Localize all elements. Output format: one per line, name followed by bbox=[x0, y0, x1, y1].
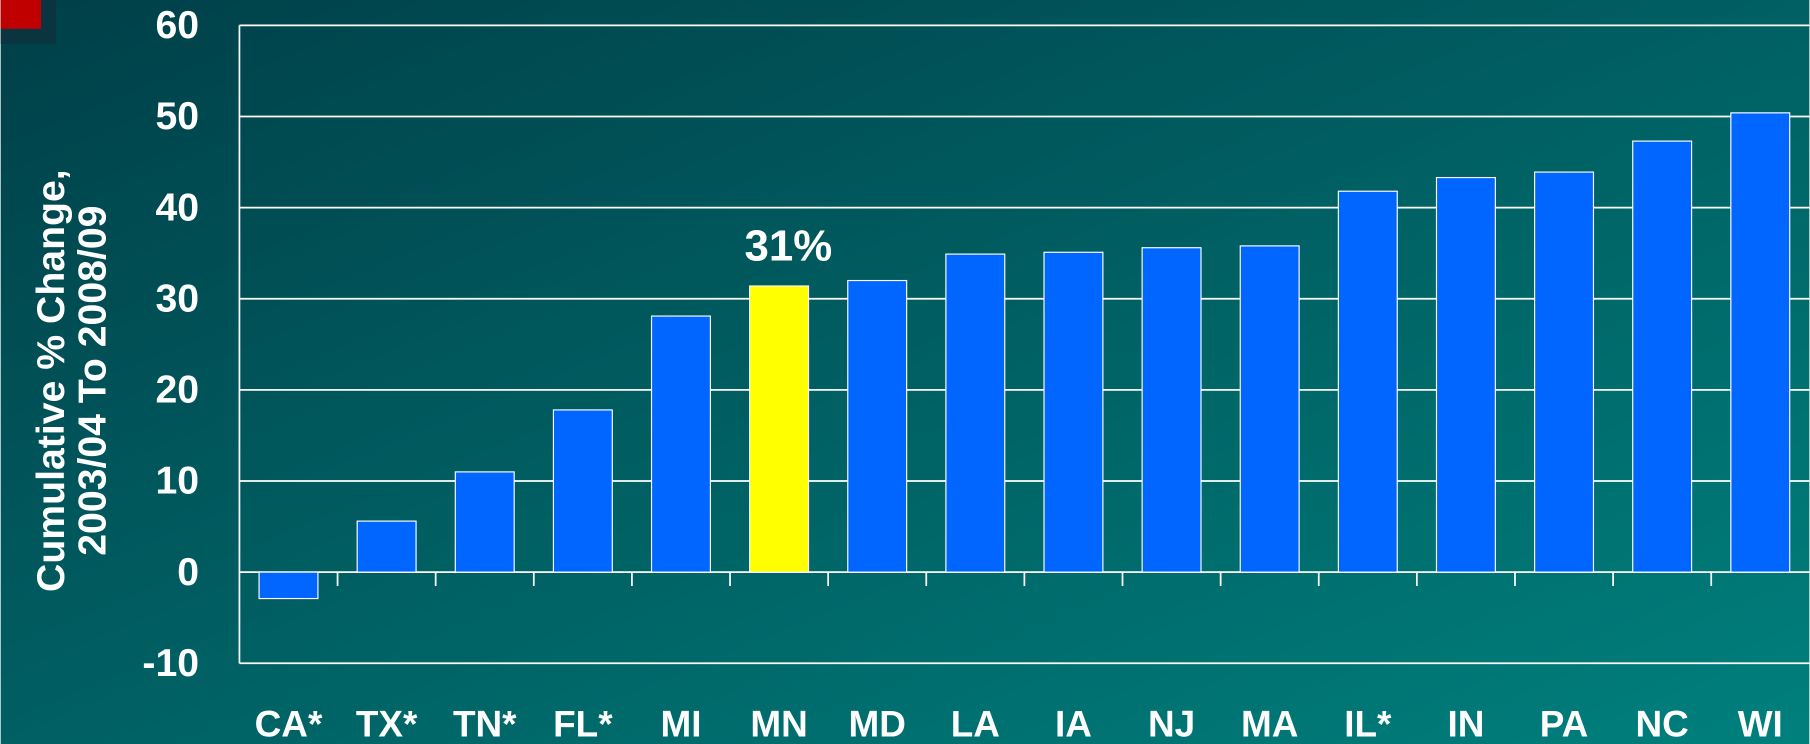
y-tick-label: 30 bbox=[155, 277, 199, 320]
y-tick-label: 20 bbox=[155, 369, 199, 412]
x-tick-label: NC bbox=[1636, 703, 1689, 744]
bar bbox=[1632, 140, 1693, 573]
bar bbox=[945, 253, 1006, 573]
x-tick-label: PA bbox=[1540, 703, 1589, 744]
bar bbox=[552, 409, 613, 573]
x-tick-label: MI bbox=[660, 703, 701, 744]
y-label-line: 2003/04 To 2008/09 bbox=[72, 206, 115, 556]
y-tick-label: 60 bbox=[155, 4, 199, 47]
x-tick-label: TX* bbox=[356, 703, 418, 744]
corner-square bbox=[0, 0, 42, 29]
x-tick-label: NJ bbox=[1148, 703, 1195, 744]
x-tick-label: MA bbox=[1241, 703, 1298, 744]
x-tick-label: MN bbox=[750, 703, 807, 744]
y-tick-label: 40 bbox=[155, 186, 199, 229]
bar bbox=[847, 279, 908, 573]
bar bbox=[454, 471, 515, 573]
value-label: 31% bbox=[744, 222, 832, 271]
bar bbox=[1435, 176, 1496, 573]
y-tick-label: 10 bbox=[155, 460, 199, 503]
y-tick-label: 50 bbox=[155, 95, 199, 138]
y-tick-label: -10 bbox=[142, 642, 199, 685]
x-tick-label: CA* bbox=[255, 703, 323, 744]
x-tick-label: MD bbox=[849, 703, 906, 744]
x-tick-label: IA bbox=[1055, 703, 1092, 744]
y-label-line: Cumulative % Change, bbox=[30, 169, 73, 592]
bar bbox=[356, 520, 417, 573]
y-axis-label: Cumulative % Change, 2003/04 To 2008/09 bbox=[30, 169, 115, 592]
bar bbox=[1337, 190, 1398, 573]
x-tick-label: IN bbox=[1447, 703, 1484, 744]
x-tick-label: WI bbox=[1738, 703, 1783, 744]
bar bbox=[650, 315, 711, 573]
bar bbox=[749, 285, 810, 573]
bar bbox=[1239, 245, 1300, 573]
x-tick-label: TN* bbox=[453, 703, 517, 744]
bar bbox=[1534, 171, 1595, 573]
bar bbox=[258, 571, 319, 600]
bar bbox=[1141, 247, 1202, 573]
y-tick-label: 0 bbox=[177, 551, 199, 594]
bar bbox=[1730, 112, 1791, 573]
x-tick-label: IL* bbox=[1344, 703, 1392, 744]
bar bbox=[1043, 251, 1104, 573]
x-tick-label: FL* bbox=[553, 703, 613, 744]
x-tick-label: LA bbox=[951, 703, 1000, 744]
